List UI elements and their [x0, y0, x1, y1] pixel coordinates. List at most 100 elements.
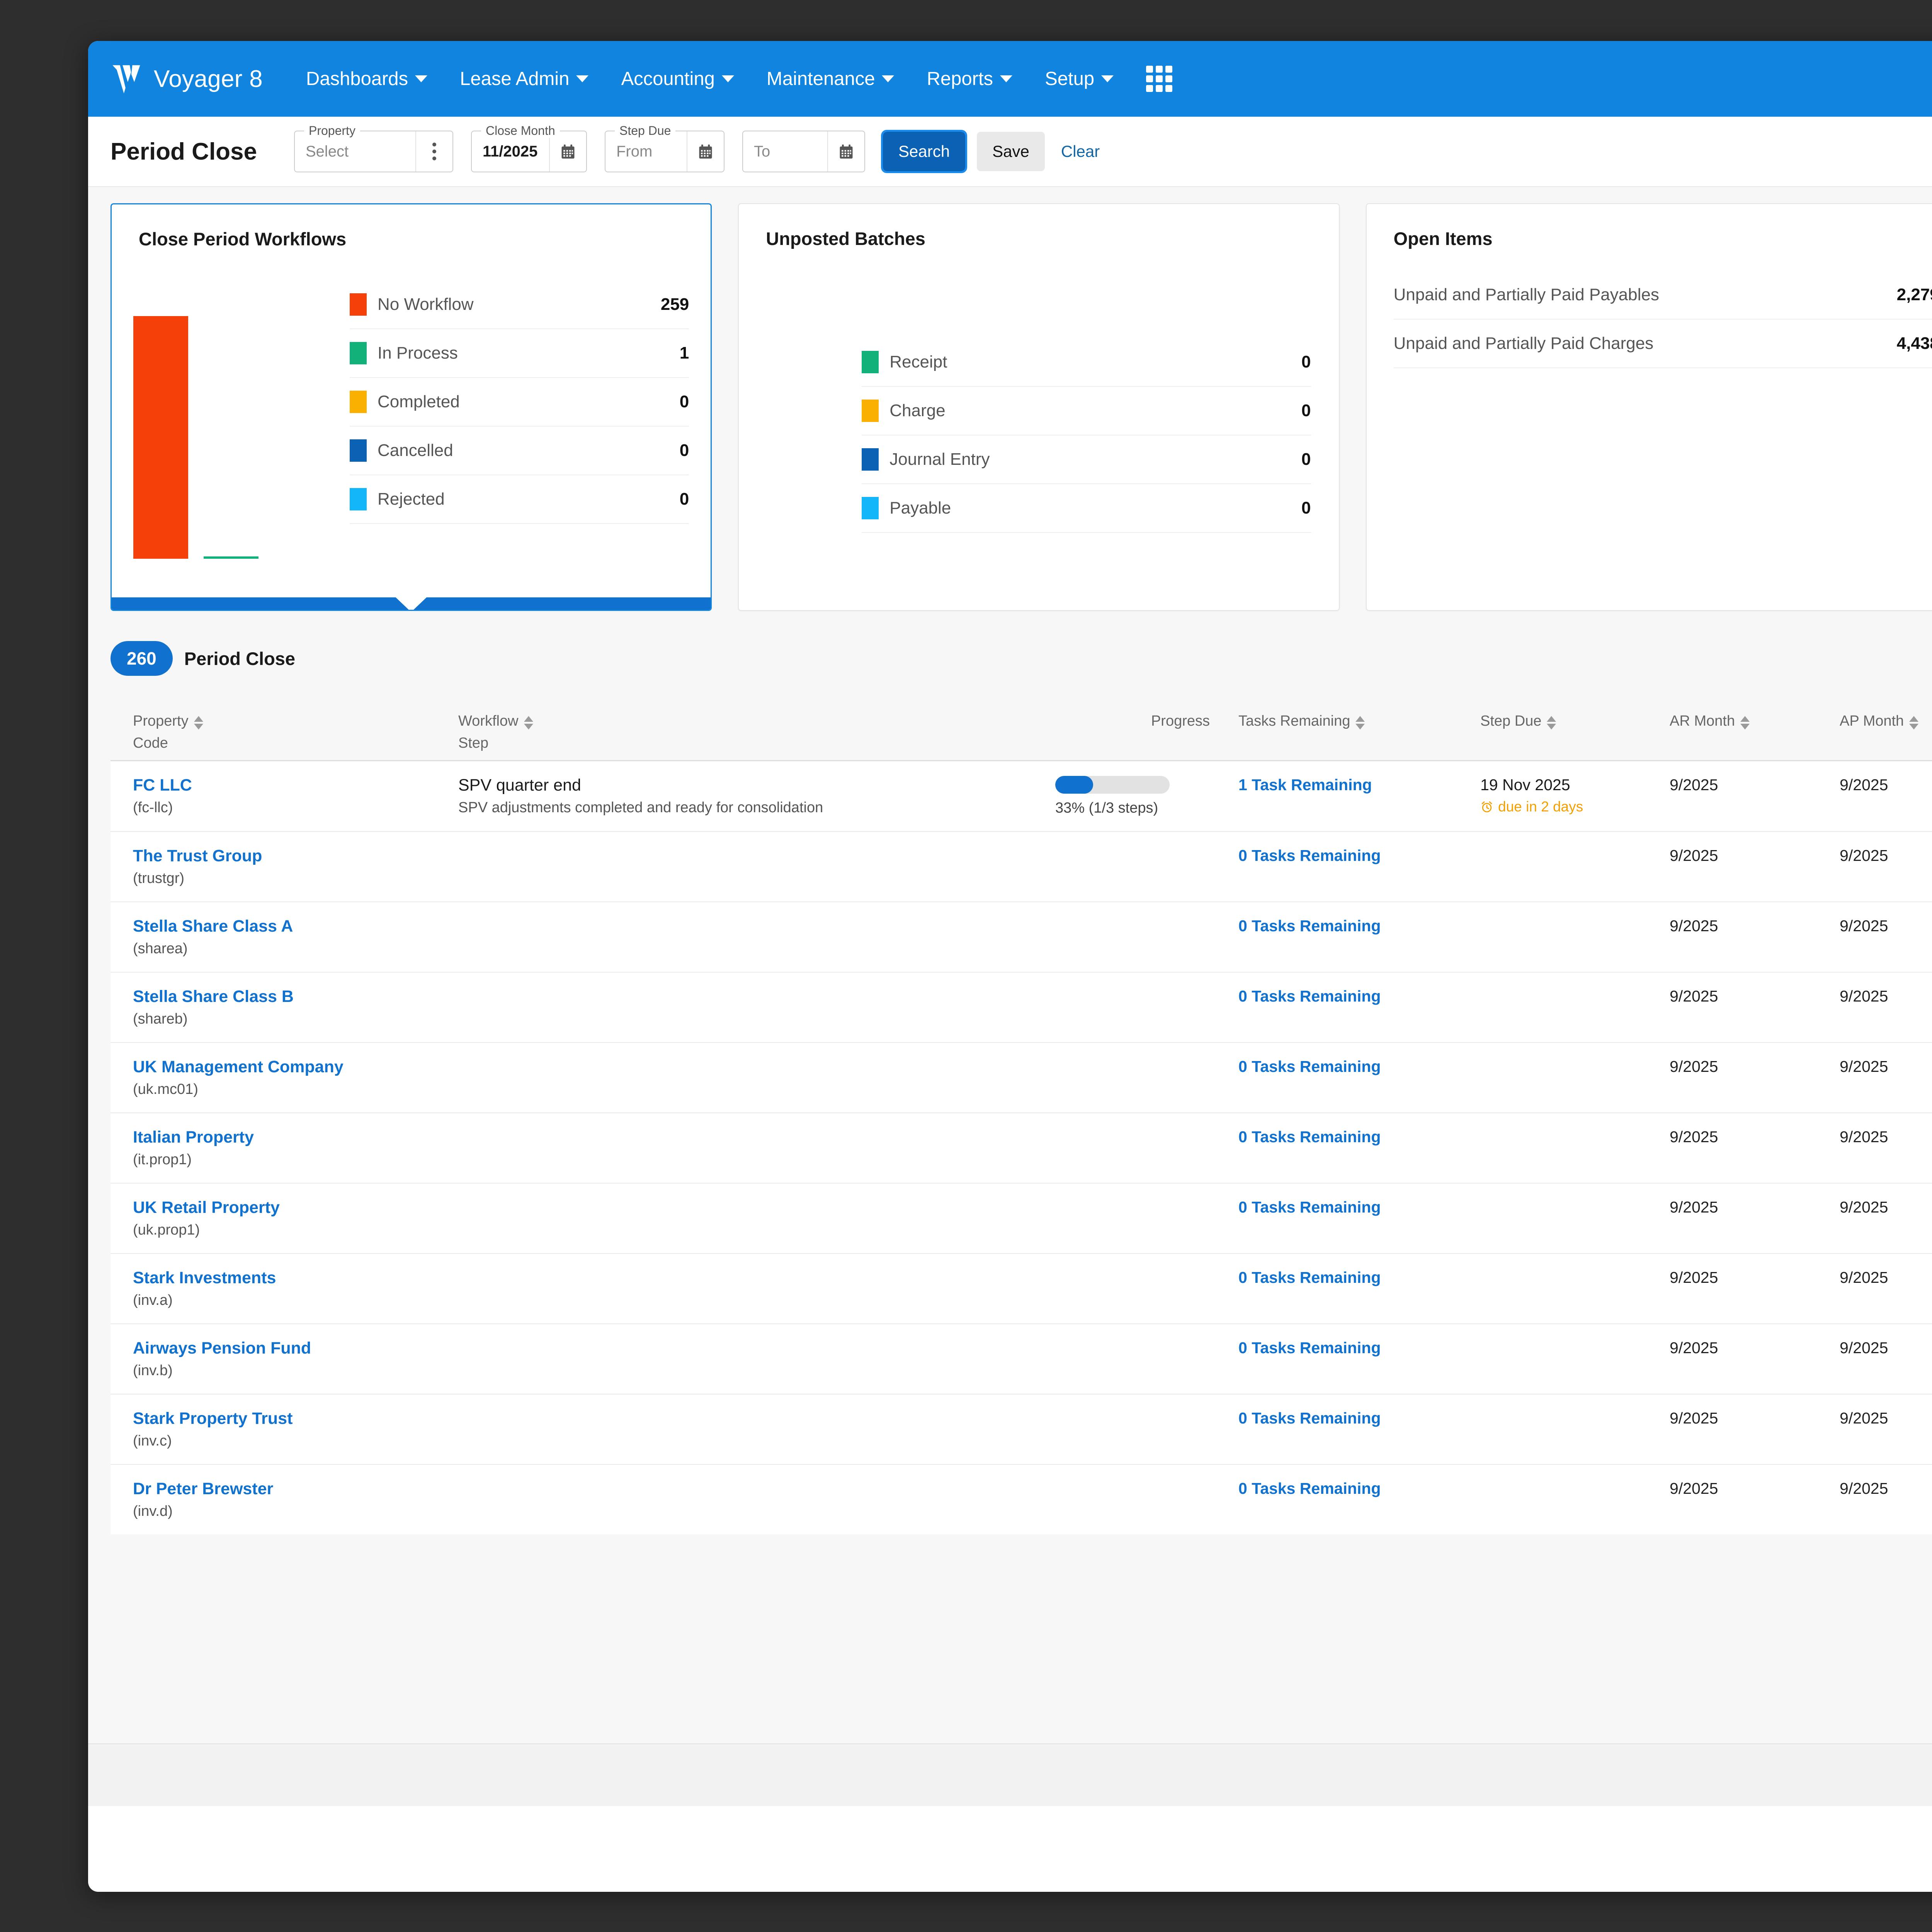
table-row[interactable]: Stella Share Class A (sharea) 0 Tasks Re…	[111, 902, 1932, 973]
legend-item[interactable]: Rejected 0	[350, 475, 689, 524]
nav-item-maintenance[interactable]: Maintenance	[750, 68, 911, 90]
tasks-remaining-link[interactable]: 1 Task Remaining	[1238, 776, 1372, 794]
step-due-from-calendar-button[interactable]	[687, 131, 724, 172]
legend-item[interactable]: Journal Entry 0	[862, 435, 1311, 484]
property-link[interactable]: Stella Share Class A	[133, 917, 293, 935]
cell-ar-month: 9/2025	[1670, 1198, 1718, 1216]
tasks-remaining-link[interactable]: 0 Tasks Remaining	[1238, 1409, 1381, 1427]
nav-item-accounting[interactable]: Accounting	[605, 68, 750, 90]
tasks-remaining-link[interactable]: 0 Tasks Remaining	[1238, 1269, 1381, 1286]
legend-value: 0	[679, 392, 689, 411]
chevron-down-icon	[882, 75, 895, 82]
column-header-tasks-remaining[interactable]: Tasks Remaining	[1210, 700, 1480, 730]
close-month-filter-legend: Close Month	[481, 124, 560, 138]
property-link[interactable]: Airways Pension Fund	[133, 1339, 311, 1357]
tasks-remaining-link[interactable]: 0 Tasks Remaining	[1238, 1198, 1381, 1216]
column-header-workflow[interactable]: Workflow Step	[458, 700, 1055, 752]
cell-ap-month: 9/2025	[1840, 1480, 1888, 1497]
close-month-input[interactable]: 11/2025	[483, 143, 538, 160]
legend-swatch-icon	[350, 439, 367, 462]
column-header-step-due[interactable]: Step Due	[1480, 700, 1670, 730]
app-grid-icon[interactable]	[1146, 66, 1173, 92]
cell-progress	[1055, 832, 1210, 861]
cell-ar-month: 9/2025	[1670, 1480, 1718, 1497]
property-link[interactable]: The Trust Group	[133, 847, 262, 865]
property-link[interactable]: Stark Property Trust	[133, 1409, 293, 1428]
search-button[interactable]: Search	[881, 130, 968, 173]
legend-item[interactable]: No Workflow 259	[350, 281, 689, 329]
property-link[interactable]: Italian Property	[133, 1128, 254, 1146]
tasks-remaining-link[interactable]: 0 Tasks Remaining	[1238, 987, 1381, 1005]
cell-step-due: 19 Nov 2025 due in 2 days	[1480, 761, 1670, 830]
property-code: (inv.b)	[133, 1362, 173, 1379]
legend-item[interactable]: Receipt 0	[862, 338, 1311, 387]
table-row[interactable]: Stark Investments (inv.a) 0 Tasks Remain…	[111, 1254, 1932, 1324]
step-due-to-input[interactable]: To	[754, 143, 770, 160]
card-title: Unposted Batches	[766, 228, 925, 249]
legend-item[interactable]: Completed 0	[350, 378, 689, 427]
legend-swatch-icon	[862, 448, 879, 471]
table-row[interactable]: Stark Property Trust (inv.c) 0 Tasks Rem…	[111, 1395, 1932, 1465]
sort-icon[interactable]	[1740, 716, 1750, 730]
cell-tasks-remaining: 0 Tasks Remaining	[1210, 832, 1480, 879]
cell-tasks-remaining: 0 Tasks Remaining	[1210, 1184, 1480, 1231]
nav-item-dashboards[interactable]: Dashboards	[290, 68, 444, 90]
column-header-property[interactable]: Property Code	[111, 700, 458, 752]
tasks-remaining-link[interactable]: 0 Tasks Remaining	[1238, 1339, 1381, 1357]
legend-item[interactable]: In Process 1	[350, 329, 689, 378]
tasks-remaining-link[interactable]: 0 Tasks Remaining	[1238, 847, 1381, 864]
card-title: Close Period Workflows	[139, 229, 347, 249]
table-row[interactable]: FC LLC (fc-llc) SPV quarter end SPV adju…	[111, 761, 1932, 832]
property-more-button[interactable]	[415, 131, 452, 172]
cell-progress	[1055, 1254, 1210, 1283]
save-button[interactable]: Save	[977, 132, 1045, 171]
property-link[interactable]: Stark Investments	[133, 1269, 276, 1287]
close-period-workflows-card: Close Period Workflows No Workflow 259	[111, 203, 712, 611]
brand-logo[interactable]: Voyager 8	[111, 63, 263, 95]
property-link[interactable]: FC LLC	[133, 776, 192, 794]
sort-icon[interactable]	[1547, 716, 1556, 730]
property-link[interactable]: UK Retail Property	[133, 1198, 280, 1217]
legend-item[interactable]: Cancelled 0	[350, 427, 689, 475]
legend-item[interactable]: Payable 0	[862, 484, 1311, 533]
step-due-from-input[interactable]: From	[616, 143, 653, 160]
legend-value: 1	[679, 344, 689, 362]
legend-swatch-icon	[350, 342, 367, 364]
legend-item[interactable]: Charge 0	[862, 387, 1311, 435]
unposted-batches-card: Unposted Batches Receipt 0 Charge 0 J	[738, 203, 1340, 611]
table-row[interactable]: Dr Peter Brewster (inv.d) 0 Tasks Remain…	[111, 1465, 1932, 1534]
nav-item-label: Setup	[1045, 68, 1095, 89]
table-row[interactable]: Airways Pension Fund (inv.b) 0 Tasks Rem…	[111, 1324, 1932, 1395]
table-row[interactable]: Stella Share Class B (shareb) 0 Tasks Re…	[111, 973, 1932, 1043]
list-item[interactable]: Unpaid and Partially Paid Payables 2,279	[1393, 271, 1932, 320]
sort-icon[interactable]	[194, 716, 203, 730]
table-row[interactable]: UK Retail Property (uk.prop1) 0 Tasks Re…	[111, 1184, 1932, 1254]
sort-icon[interactable]	[1909, 716, 1919, 730]
cell-step-due	[1480, 973, 1670, 1002]
cell-step-due	[1480, 902, 1670, 932]
list-item[interactable]: Unpaid and Partially Paid Charges 4,438	[1393, 320, 1932, 368]
table-row[interactable]: The Trust Group (trustgr) 0 Tasks Remain…	[111, 832, 1932, 902]
property-link[interactable]: Dr Peter Brewster	[133, 1480, 274, 1498]
column-header-ap-month[interactable]: AP Month	[1840, 700, 1932, 730]
close-month-calendar-button[interactable]	[549, 131, 586, 172]
clear-link[interactable]: Clear	[1061, 142, 1100, 160]
nav-item-setup[interactable]: Setup	[1029, 68, 1130, 90]
nav-item-reports[interactable]: Reports	[910, 68, 1029, 90]
table-row[interactable]: UK Management Company (uk.mc01) 0 Tasks …	[111, 1043, 1932, 1113]
tasks-remaining-link[interactable]: 0 Tasks Remaining	[1238, 1058, 1381, 1075]
tasks-remaining-link[interactable]: 0 Tasks Remaining	[1238, 1128, 1381, 1146]
nav-item-lease-admin[interactable]: Lease Admin	[444, 68, 605, 90]
property-input[interactable]: Select	[306, 143, 349, 160]
table-row[interactable]: Italian Property (it.prop1) 0 Tasks Rema…	[111, 1113, 1932, 1184]
sort-icon[interactable]	[1355, 716, 1365, 730]
property-link[interactable]: Stella Share Class B	[133, 987, 294, 1006]
property-link[interactable]: UK Management Company	[133, 1058, 344, 1076]
cell-property: Italian Property (it.prop1)	[111, 1113, 458, 1183]
sort-icon[interactable]	[524, 716, 533, 730]
step-due-to-calendar-button[interactable]	[827, 131, 864, 172]
column-header-ar-month[interactable]: AR Month	[1670, 700, 1840, 730]
calendar-icon	[561, 145, 575, 159]
tasks-remaining-link[interactable]: 0 Tasks Remaining	[1238, 917, 1381, 935]
tasks-remaining-link[interactable]: 0 Tasks Remaining	[1238, 1480, 1381, 1497]
